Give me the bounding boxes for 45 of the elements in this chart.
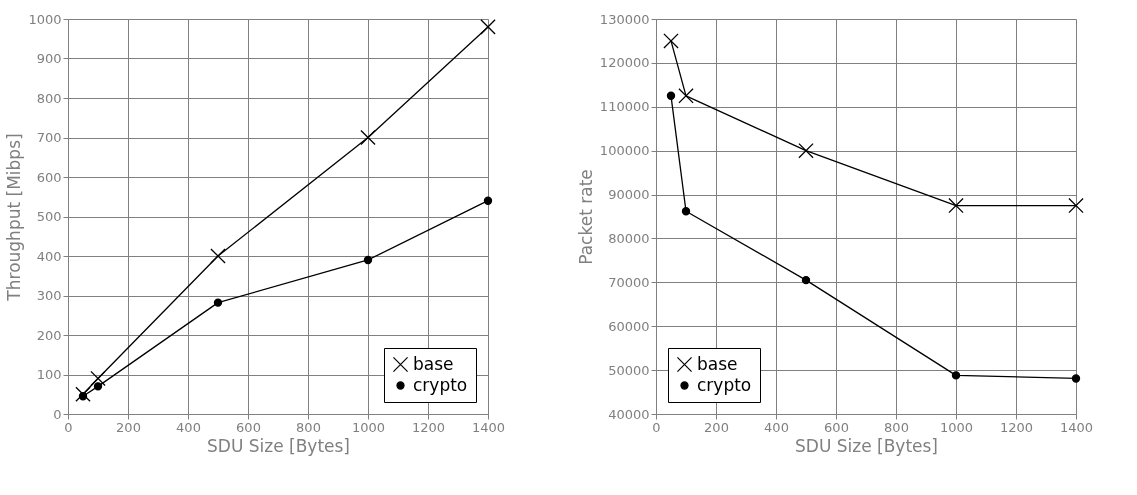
y-tick-label: 600 xyxy=(36,169,62,185)
x-tick-label: 1000 xyxy=(351,419,386,435)
y-tick-label: 60000 xyxy=(608,318,650,334)
y-tick-label: 500 xyxy=(36,209,62,224)
y-tick-label: 110000 xyxy=(599,99,650,115)
legend-label: base xyxy=(697,353,738,374)
y-tick-label: 200 xyxy=(36,327,62,343)
y-axis-title: Packet rate xyxy=(575,169,596,265)
x-tick-label: 1200 xyxy=(411,419,446,435)
y-tick-label: 50000 xyxy=(608,362,650,378)
y-tick-label: 100 xyxy=(36,367,62,382)
y-tick-label: 900 xyxy=(36,51,62,66)
y-tick-label: 90000 xyxy=(608,187,650,203)
legend-label: crypto xyxy=(413,374,468,395)
y-tick-label: 80000 xyxy=(608,230,650,246)
y-tick-label: 0 xyxy=(53,406,62,422)
legend-label: crypto xyxy=(697,374,752,395)
y-tick-label: 700 xyxy=(36,130,62,145)
x-tick-label: 0 xyxy=(652,419,661,435)
y-tick-label: 130000 xyxy=(599,11,650,27)
x-tick-label: 200 xyxy=(704,419,729,435)
x-tick-label: 1000 xyxy=(939,419,974,435)
x-tick-label: 400 xyxy=(176,419,201,435)
legend-label: base xyxy=(413,353,454,374)
x-axis-title: SDU Size [Bytes] xyxy=(207,435,350,456)
x-tick-label: 0 xyxy=(64,419,73,435)
y-tick-label: 1000 xyxy=(28,11,62,27)
x-tick-label: 1400 xyxy=(1059,419,1094,435)
x-tick-label: 200 xyxy=(116,419,141,435)
y-tick-label: 40000 xyxy=(608,406,650,422)
y-tick-label: 100000 xyxy=(599,143,650,159)
x-tick-label: 400 xyxy=(764,419,789,435)
x-tick-label: 800 xyxy=(296,419,321,435)
y-tick-label: 800 xyxy=(36,90,62,106)
x-tick-label: 1400 xyxy=(471,419,506,435)
x-tick-label: 600 xyxy=(824,419,849,435)
x-tick-label: 800 xyxy=(884,419,909,435)
y-axis-title: Throughput [Mibps] xyxy=(4,133,25,302)
y-tick-label: 120000 xyxy=(599,55,650,71)
y-tick-label: 300 xyxy=(36,288,62,303)
x-tick-label: 1200 xyxy=(999,419,1034,435)
x-tick-label: 600 xyxy=(236,419,261,435)
x-axis-title: SDU Size [Bytes] xyxy=(795,435,938,456)
y-tick-label: 70000 xyxy=(608,274,650,290)
y-tick-label: 400 xyxy=(36,248,62,264)
